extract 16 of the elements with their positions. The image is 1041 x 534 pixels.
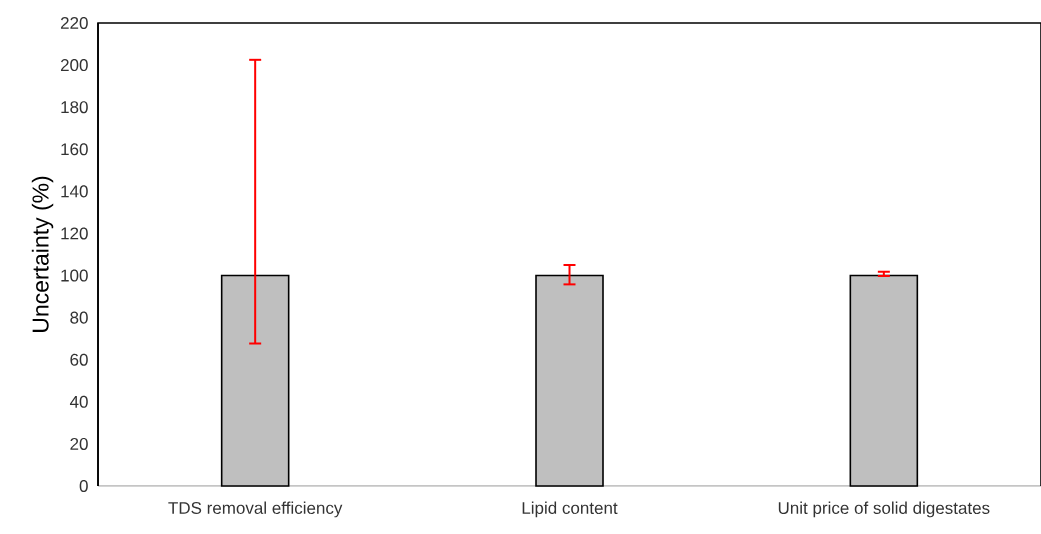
y-tick-label: 20 [70, 437, 88, 450]
y-tick-label: 140 [61, 185, 88, 198]
y-axis-title: Uncertainty (%) [31, 176, 54, 332]
x-tick-label: TDS removal efficiency [168, 501, 343, 518]
x-tick-label: Lipid content [522, 501, 618, 518]
y-tick-label: 200 [60, 59, 88, 72]
y-tick-label: 0 [79, 479, 88, 493]
y-tick-label: 40 [69, 395, 88, 408]
y-tick-label: 160 [61, 143, 88, 156]
y-tick-label: 180 [61, 101, 88, 114]
y-tick-label: 60 [70, 353, 88, 366]
x-tick-label: Unit price of solid digestates [778, 501, 990, 518]
y-tick-label: 120 [61, 227, 88, 240]
y-tick-label: 100 [61, 269, 88, 282]
y-tick-label: 220 [60, 16, 88, 30]
y-tick-label: 80 [70, 311, 88, 324]
